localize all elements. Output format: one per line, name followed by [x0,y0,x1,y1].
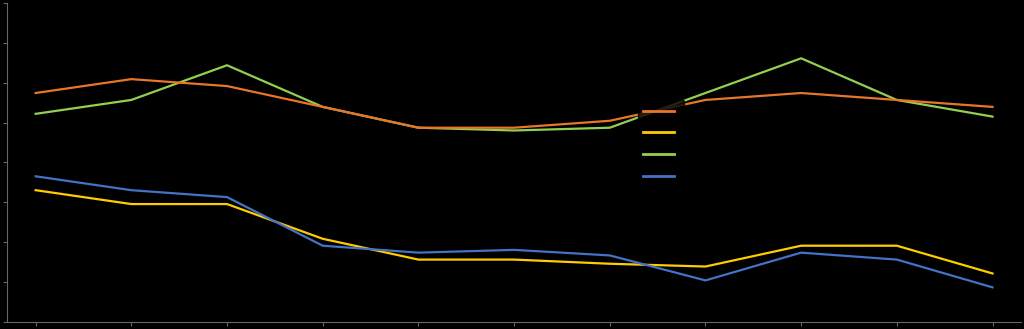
Legend: , , , : , , , [638,99,683,189]
